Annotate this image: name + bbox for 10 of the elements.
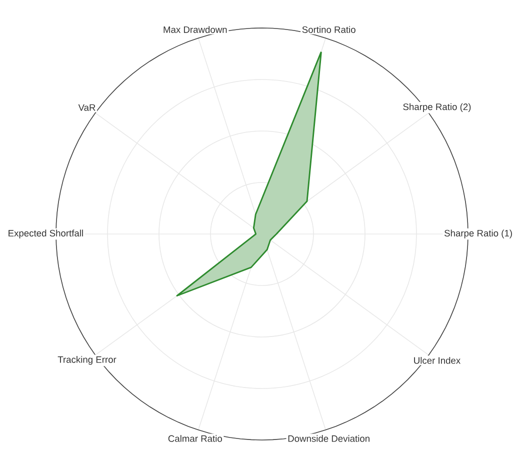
spoke-label: Expected Shortfall bbox=[8, 230, 83, 238]
spoke-label: VaR bbox=[78, 104, 96, 111]
spoke-label: Sharpe Ratio (2) bbox=[403, 103, 471, 112]
spoke-label: Tracking Error bbox=[58, 356, 116, 365]
spoke-label: Calmar Ratio bbox=[168, 435, 222, 442]
spoke-label: Ulcer Index bbox=[414, 356, 460, 364]
spoke-label: Sharpe Ratio (1) bbox=[444, 230, 512, 238]
spoke-label: Max Drawdown bbox=[164, 26, 227, 33]
spoke-label: Sortino Ratio bbox=[302, 26, 356, 33]
spoke-label: Downside Deviation bbox=[288, 435, 370, 442]
